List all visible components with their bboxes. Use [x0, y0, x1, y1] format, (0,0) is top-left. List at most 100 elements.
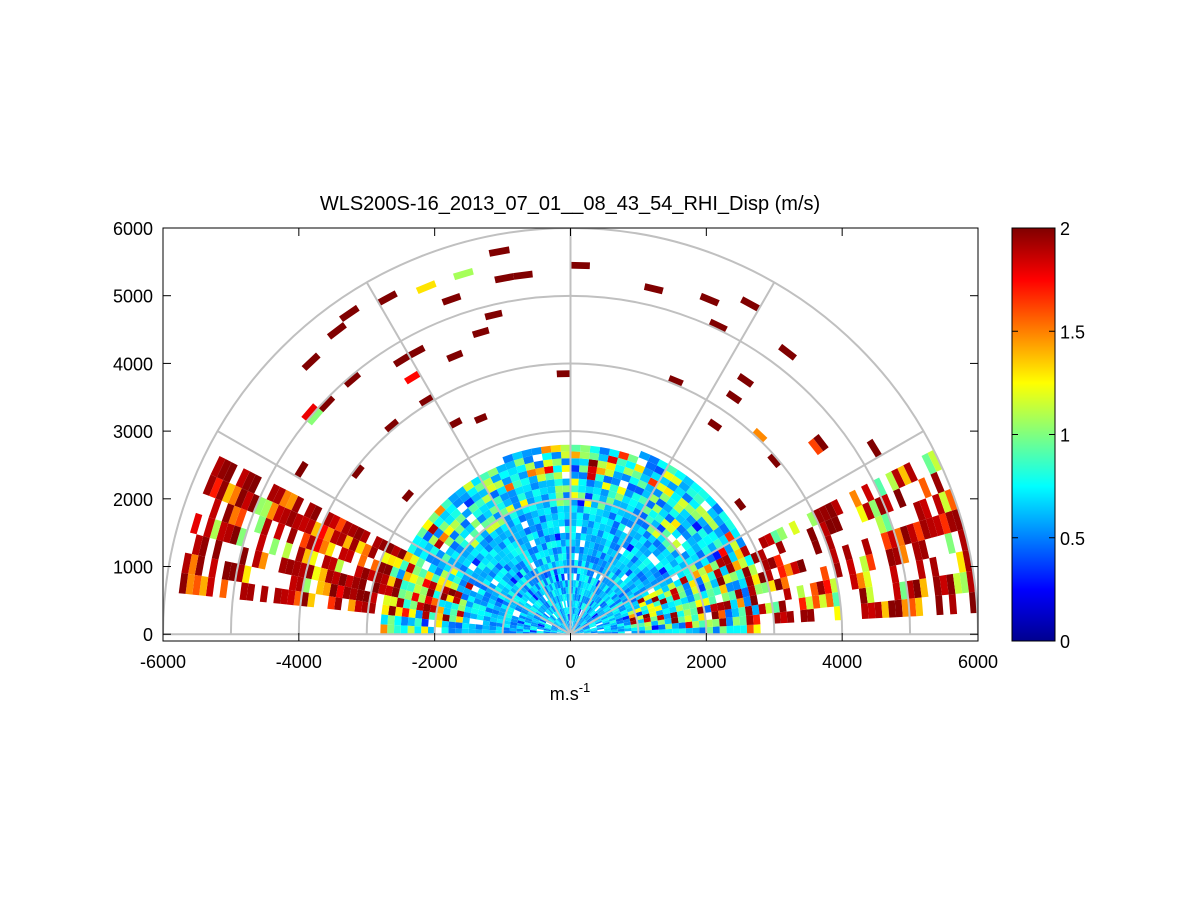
- data-cell: [548, 576, 554, 584]
- data-cell: [339, 304, 360, 322]
- data-cell: [641, 578, 651, 587]
- data-cell: [558, 560, 564, 568]
- data-cell: [342, 586, 352, 600]
- data-cell: [727, 590, 737, 601]
- data-cell: [591, 602, 598, 610]
- data-cell: [572, 593, 575, 601]
- data-cell: [459, 539, 470, 549]
- data-cell: [572, 621, 575, 628]
- data-cell: [215, 480, 230, 501]
- data-cell: [636, 582, 645, 590]
- data-cell: [846, 558, 857, 576]
- data-cell: [566, 621, 569, 628]
- colorbar-tick-label: 2: [1060, 219, 1070, 239]
- data-cell: [406, 581, 416, 593]
- data-cell: [725, 581, 735, 593]
- data-cell: [725, 617, 734, 627]
- data-cell: [221, 561, 232, 581]
- data-cell: [726, 625, 734, 635]
- data-cell: [530, 510, 539, 519]
- data-cell: [593, 480, 603, 489]
- data-cell: [778, 600, 787, 613]
- data-cell: [547, 562, 553, 570]
- data-cell: [600, 615, 608, 621]
- data-cell: [480, 600, 489, 607]
- data-cell: [673, 502, 685, 514]
- data-cell: [669, 587, 679, 596]
- data-cell: [551, 561, 557, 569]
- data-cell: [655, 588, 664, 596]
- data-cell: [475, 624, 483, 630]
- data-cell: [730, 527, 742, 540]
- data-cell: [384, 585, 394, 597]
- data-cell: [880, 493, 894, 513]
- data-cell: [448, 615, 457, 623]
- data-cell: [510, 618, 518, 623]
- data-cell: [527, 547, 535, 556]
- data-cell: [630, 586, 639, 594]
- data-cell: [478, 503, 490, 514]
- data-cell: [479, 529, 490, 539]
- data-cell: [340, 520, 353, 536]
- data-cell: [570, 492, 578, 499]
- data-cell: [647, 543, 657, 553]
- data-cell: [380, 573, 390, 586]
- data-cell: [586, 606, 592, 614]
- data-cell: [518, 617, 526, 622]
- data-cell: [210, 456, 226, 478]
- data-cell: [482, 578, 491, 587]
- data-cell: [470, 492, 482, 503]
- data-cell: [578, 617, 584, 624]
- data-cell: [861, 538, 873, 556]
- data-cell: [452, 596, 461, 605]
- data-cell: [638, 535, 648, 545]
- data-cell: [575, 594, 579, 602]
- data-cell: [736, 597, 745, 608]
- data-cell: [361, 543, 372, 557]
- data-cell: [668, 507, 680, 519]
- data-cell: [538, 607, 546, 613]
- data-cell: [518, 560, 527, 569]
- data-cell: [449, 519, 460, 530]
- data-cell: [191, 534, 204, 556]
- polar-grid: [163, 228, 978, 636]
- data-cell: [583, 631, 591, 633]
- data-cell: [440, 498, 453, 510]
- data-cell: [589, 584, 596, 592]
- data-cell: [830, 499, 844, 516]
- data-cell: [309, 505, 323, 522]
- data-cell: [551, 625, 559, 629]
- data-cell: [617, 625, 625, 630]
- data-cell: [563, 498, 571, 506]
- data-cell: [461, 507, 473, 519]
- data-cell: [589, 610, 596, 617]
- data-cell: [538, 597, 545, 604]
- data-cell: [247, 493, 261, 513]
- data-cell: [531, 488, 541, 497]
- data-cell: [752, 427, 768, 443]
- data-cell: [583, 568, 589, 576]
- data-cell: [692, 620, 700, 628]
- data-cell: [603, 625, 611, 629]
- data-cell: [874, 496, 888, 516]
- data-cell: [811, 539, 823, 555]
- data-cell: [645, 630, 652, 635]
- data-cell: [631, 469, 643, 480]
- data-cell: [552, 465, 562, 473]
- data-cell: [476, 513, 487, 524]
- data-cell: [564, 512, 571, 520]
- data-cell: [216, 521, 229, 542]
- data-cell: [670, 475, 683, 487]
- data-cell: [650, 578, 659, 587]
- data-cell: [327, 596, 336, 610]
- data-cell: [536, 544, 544, 553]
- data-cell: [209, 477, 223, 499]
- data-cell: [625, 568, 633, 577]
- data-cell: [202, 474, 217, 496]
- data-cell: [537, 627, 544, 630]
- data-cell: [509, 576, 518, 585]
- data-cell: [480, 557, 490, 567]
- data-cell: [543, 612, 550, 619]
- data-cell: [734, 588, 744, 599]
- data-cell: [566, 593, 569, 601]
